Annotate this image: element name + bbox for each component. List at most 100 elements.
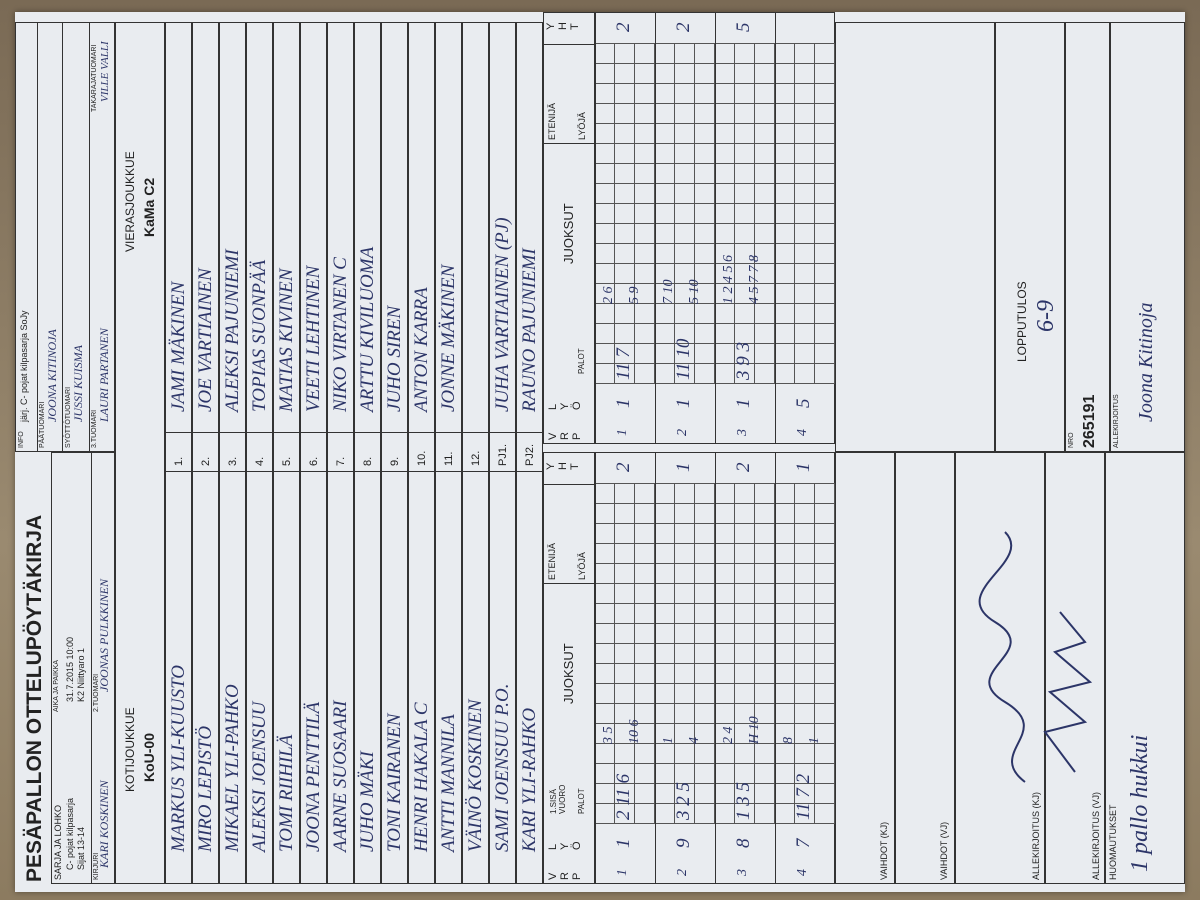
palot: 3 2 5: [673, 782, 694, 820]
label: SARJA JA LOHKO: [53, 804, 63, 880]
player-number: 6.: [308, 456, 320, 466]
handwriting: KARI KOSKINEN: [97, 780, 111, 868]
runs: 2 4: [721, 726, 736, 745]
col-head: ETENIJÄ: [547, 102, 557, 140]
subs-box: [835, 452, 895, 884]
col-head: 1.SISÄ VUORO: [549, 784, 567, 814]
home-player: ANTTI MANNILA: [438, 714, 459, 852]
col-head: L Y Ö: [547, 401, 583, 410]
runs: 1 2 4 5 6: [721, 255, 736, 304]
away-player: TOPIAS SUONPÄÄ: [249, 259, 270, 412]
col-head: PALOT: [577, 788, 586, 814]
inning: 2: [675, 429, 690, 436]
runs: 2 6: [601, 286, 616, 305]
home-player: TOMI RIIHILÄ: [276, 734, 297, 852]
inning: 1: [615, 869, 630, 876]
runs: 3 5: [601, 726, 616, 745]
runs: 5 10: [687, 279, 702, 305]
col-head: V R P: [547, 432, 583, 440]
col-head: ETENIJÄ: [547, 542, 557, 580]
player-number: 7.: [335, 456, 347, 466]
runs: 4: [687, 737, 702, 744]
col-head: Y H T: [545, 22, 581, 30]
inning: 4: [795, 429, 810, 436]
inning: 1: [615, 429, 630, 436]
player-number: 4.: [254, 456, 266, 466]
runs: 1: [661, 737, 676, 744]
label: ALLEKIRJOITUS (VJ): [1091, 791, 1101, 880]
batter: 7: [793, 838, 814, 849]
away-player: VEETI LEHTINEN: [303, 265, 324, 412]
label: VAIHDOT (VJ): [939, 821, 949, 880]
col-head: JUOKSUT: [561, 643, 576, 704]
handwriting: JOONAS PULKKINEN: [97, 578, 111, 692]
player-number: 12.: [470, 450, 482, 466]
label: NRO: [1068, 432, 1075, 448]
col-head: LYÖJÄ: [577, 112, 587, 140]
result-box: [995, 22, 1065, 452]
batter: 1: [613, 398, 634, 409]
handwriting: 1 pallo hukkui: [1127, 734, 1153, 872]
runs: 5 9: [627, 286, 642, 305]
home-player: JOONA PENTTILÄ: [303, 701, 324, 852]
home-player: MARKUS YLI-KUUSTO: [168, 664, 189, 852]
label: INFO: [18, 431, 25, 448]
handwriting: 6-9: [1033, 300, 1059, 332]
batter: 8: [733, 838, 754, 849]
number-cell: [300, 432, 327, 472]
runs: 4 5 7 7 8: [747, 255, 762, 304]
number-cell: [219, 432, 246, 472]
team-name: KoU-00: [141, 732, 157, 782]
home-player: SAMI JOENSUU P.O.: [492, 683, 513, 852]
inning: 3: [735, 429, 750, 436]
batter: 5: [793, 398, 814, 409]
away-player: JONNE MÄKINEN: [438, 264, 459, 412]
palot: 2 11 6: [613, 773, 634, 820]
inning-total: 1: [793, 462, 814, 473]
col-head: PALOT: [577, 348, 586, 374]
palot: 11 10: [673, 338, 694, 380]
number-cell: [354, 432, 381, 472]
runs: 8: [781, 737, 796, 744]
inning-total: 2: [673, 22, 694, 33]
home-player: MIRO LEPISTÖ: [195, 725, 216, 852]
score-sheet: PESÄPALLON OTTELUPÖYTÄKIRJA SARJA JA LOH…: [15, 12, 1185, 892]
away-player: ANTON KARRA: [411, 287, 432, 412]
inning: 2: [675, 869, 690, 876]
number-cell: [246, 432, 273, 472]
handwriting: Joona Kitinoja: [1135, 302, 1157, 422]
value: K2 Niittyaro 1: [76, 647, 86, 702]
palot: 11 7: [613, 348, 634, 380]
home-player: MIKAEL YLI-PAHKO: [222, 684, 243, 852]
away-player: JOE VARTIAINEN: [195, 268, 216, 412]
player-number: PJ1.: [497, 443, 509, 466]
value: 31.7.2015 10:00: [65, 636, 75, 702]
runs: 1: [807, 737, 822, 744]
col-head: V R P: [547, 872, 583, 880]
inning-total: 2: [613, 22, 634, 33]
runs: 7 10: [661, 279, 676, 305]
away-player: JUHO SIREN: [384, 305, 405, 412]
subs-box: [835, 22, 995, 452]
inning-total: 2: [613, 462, 634, 473]
away-player: JUHA VARTIAINEN (PJ): [492, 217, 513, 412]
subs-box: [895, 452, 955, 884]
inning: 3: [735, 869, 750, 876]
handwriting: JUSSI KUISMA: [71, 345, 85, 422]
inning-row: [775, 12, 835, 444]
away-player: ALEKSI PAJUNIEMI: [222, 249, 243, 412]
label: ALLEKIRJOITUS: [1113, 394, 1120, 448]
label: TAKARAJATUOMARI: [91, 44, 98, 112]
player-number: 3.: [227, 456, 239, 466]
home-player: TONI KAIRANEN: [384, 713, 405, 852]
label: VAIHDOT (KJ): [879, 821, 889, 880]
inning-total: 1: [673, 462, 694, 473]
batter: 1: [673, 398, 694, 409]
away-player: ARTTU KIVILUOMA: [357, 246, 378, 412]
col-head: Y H T: [545, 462, 581, 470]
label: VIERASJOUKKUE: [123, 151, 137, 252]
player-number: 9.: [389, 456, 401, 466]
home-player: HENRI HAKALA C: [411, 702, 432, 852]
batter: 1: [613, 838, 634, 849]
